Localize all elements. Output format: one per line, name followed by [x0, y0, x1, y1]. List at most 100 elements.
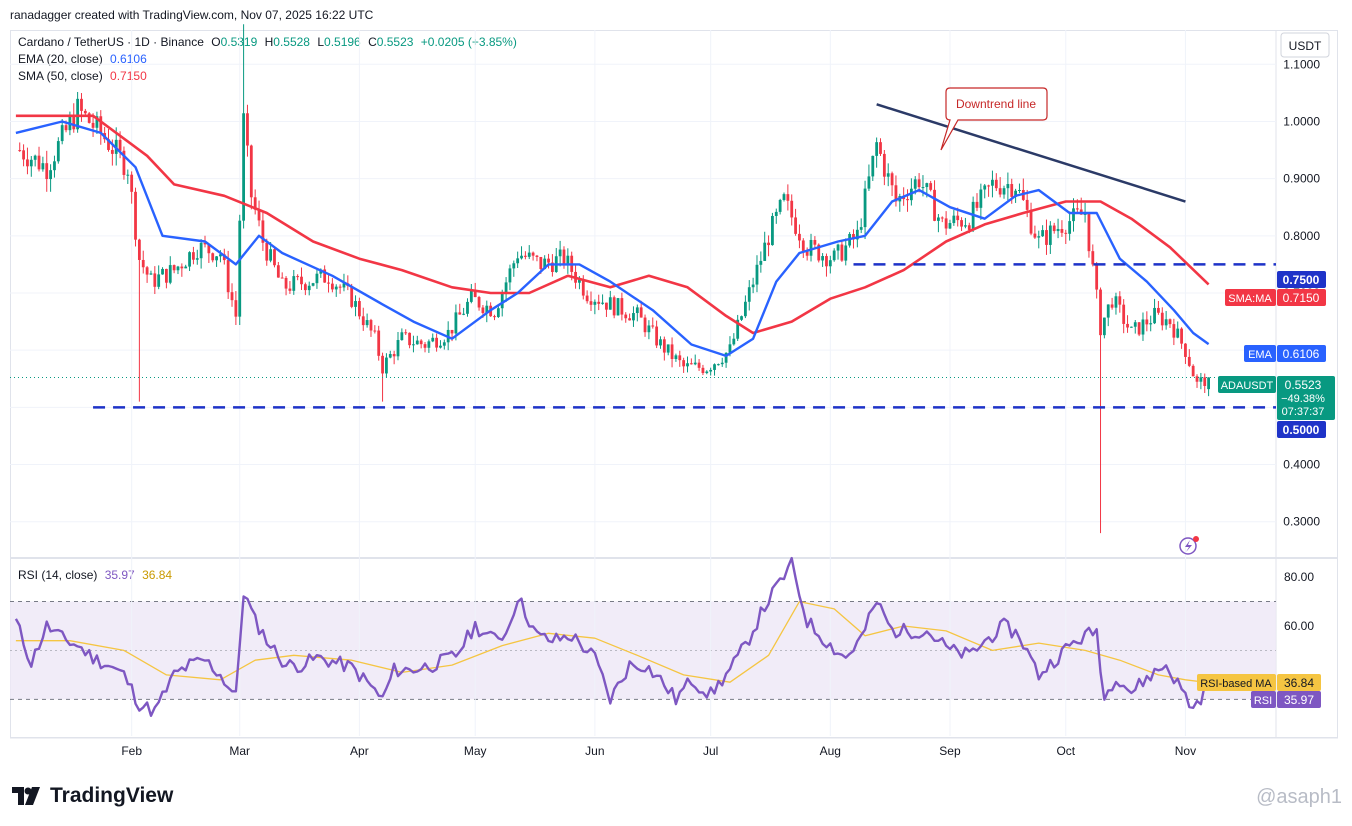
candle-body: [215, 256, 218, 261]
candle-body: [95, 116, 99, 128]
candle-body: [828, 260, 832, 267]
sma-tag-text: SMA:MA: [1228, 293, 1272, 305]
candle-body: [99, 116, 103, 134]
candle-body: [639, 307, 643, 318]
candle-body: [794, 217, 797, 234]
candle-body: [801, 240, 805, 251]
ema-value-text: 0.6106: [1283, 347, 1320, 361]
candle-body: [87, 113, 91, 123]
candle-body: [165, 268, 168, 283]
candle-body: [141, 259, 145, 268]
rsi-ma-tag-text: RSI-based MA: [1200, 678, 1272, 690]
candle-body: [651, 325, 655, 327]
candle-body: [1160, 312, 1164, 326]
candle-body: [697, 362, 701, 368]
credit-line: ranadagger created with TradingView.com,…: [10, 8, 374, 22]
ema-legend-value: 0.6106: [110, 52, 147, 66]
candle-body: [964, 225, 967, 227]
rsi-ma-line: [15, 600, 1209, 684]
candle-body: [388, 354, 392, 358]
downtrend-callout[interactable]: Downtrend line: [940, 87, 1048, 151]
candle-body: [1014, 190, 1017, 197]
candle-body: [276, 265, 280, 278]
tradingview-logo[interactable]: TradingView: [12, 784, 173, 808]
candle-body: [686, 363, 689, 367]
candle-body: [296, 276, 300, 278]
candle-body: [516, 258, 520, 264]
candle-body: [543, 258, 547, 270]
candle-body: [925, 183, 929, 188]
candle-body: [937, 217, 940, 221]
candle-body: [1045, 230, 1048, 245]
candle-body: [311, 283, 315, 286]
candle-body: [176, 266, 180, 271]
candle-body: [180, 266, 184, 269]
sma-legend[interactable]: SMA (50, close) 0.7150: [18, 69, 147, 83]
candle-body: [481, 307, 485, 314]
candle-body: [1157, 307, 1160, 313]
candle-body: [1172, 324, 1176, 338]
lightning-icon[interactable]: [1179, 536, 1199, 555]
candle-body: [153, 273, 157, 287]
candle-body: [832, 250, 836, 261]
time-tick-label: Apr: [350, 744, 369, 758]
candle-body: [172, 265, 176, 271]
candle-body: [944, 218, 948, 229]
candle-body: [1068, 221, 1072, 234]
candle-body: [80, 98, 83, 111]
candle-body: [601, 302, 604, 304]
symbol-tag-bg: [1218, 376, 1276, 393]
price-value-text: 0.5523: [1285, 378, 1322, 392]
rsi-tag-bg: [1251, 691, 1276, 708]
candle-body: [431, 337, 435, 342]
candle-body: [551, 262, 554, 272]
candle-body: [477, 297, 481, 308]
candle-body: [1106, 304, 1110, 318]
candle-body: [1145, 319, 1149, 325]
ema-badge: EMA 0.6106: [1244, 345, 1326, 362]
candle-body: [597, 301, 601, 304]
candle-body: [1153, 307, 1156, 324]
candle-body: [365, 320, 369, 326]
candle-body: [693, 362, 697, 365]
candle-body: [581, 279, 585, 296]
candle-body: [983, 185, 987, 190]
candle-body: [149, 273, 153, 275]
candle-body: [732, 338, 736, 345]
candle-body: [701, 367, 705, 374]
candle-body: [234, 300, 238, 317]
sma-value-text: 0.7150: [1283, 291, 1320, 305]
ema-line: [15, 120, 1210, 358]
candle-body: [145, 267, 149, 275]
ema-legend[interactable]: EMA (20, close) 0.6106: [18, 52, 147, 66]
candle-body: [1037, 236, 1041, 238]
candle-body: [211, 253, 215, 261]
candle-body: [562, 249, 566, 265]
candle-body: [612, 297, 616, 316]
candle-body: [60, 125, 64, 142]
candle-body: [427, 341, 431, 348]
price-value-bg: [1277, 376, 1335, 420]
time-tick-label: Mar: [229, 744, 250, 758]
candle-body: [1207, 377, 1210, 390]
candle-body: [1114, 296, 1118, 308]
candle-body: [1176, 328, 1180, 338]
candle-body: [207, 244, 211, 254]
rsi-legend[interactable]: RSI (14, close) 35.97 36.84: [18, 568, 172, 582]
candle-body: [330, 283, 334, 290]
candle-body: [373, 330, 377, 332]
candle-body: [998, 188, 1002, 195]
candle-body: [1102, 317, 1106, 336]
candle-body: [689, 363, 693, 365]
candle-body: [280, 277, 284, 279]
currency-selector[interactable]: [1280, 32, 1330, 58]
candle-body: [1122, 304, 1126, 324]
candle-body: [1191, 365, 1195, 377]
candle-body: [288, 288, 292, 291]
rsi-legend-label: RSI (14, close): [18, 568, 98, 582]
ema-value-bg: [1277, 345, 1326, 362]
price-change-text: −49.38%: [1281, 393, 1325, 405]
candle-body: [894, 185, 898, 202]
callout-text: Downtrend line: [956, 97, 1036, 111]
